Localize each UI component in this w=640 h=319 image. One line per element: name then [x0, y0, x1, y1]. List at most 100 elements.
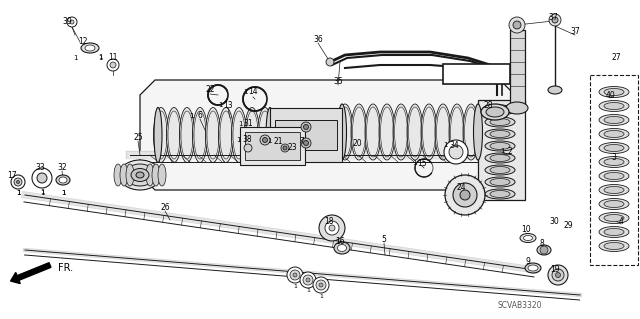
Circle shape	[319, 215, 345, 241]
Ellipse shape	[604, 201, 624, 207]
Circle shape	[540, 246, 548, 254]
Polygon shape	[270, 108, 342, 162]
Ellipse shape	[449, 104, 465, 160]
Text: 24: 24	[456, 183, 466, 192]
Ellipse shape	[537, 245, 551, 255]
Ellipse shape	[604, 145, 624, 152]
Circle shape	[556, 272, 561, 278]
Ellipse shape	[599, 157, 629, 167]
Circle shape	[260, 135, 270, 145]
Ellipse shape	[179, 108, 195, 162]
Ellipse shape	[506, 102, 528, 114]
Ellipse shape	[604, 116, 624, 123]
Ellipse shape	[599, 198, 629, 210]
Ellipse shape	[485, 177, 515, 187]
Circle shape	[244, 144, 252, 152]
Ellipse shape	[490, 107, 510, 114]
Text: 1: 1	[236, 137, 240, 143]
Ellipse shape	[337, 104, 346, 160]
Ellipse shape	[120, 164, 128, 186]
Text: 1: 1	[306, 288, 310, 293]
Ellipse shape	[490, 154, 510, 161]
Ellipse shape	[599, 212, 629, 224]
Ellipse shape	[485, 165, 515, 175]
Text: 27: 27	[611, 54, 621, 63]
Ellipse shape	[490, 179, 510, 186]
Text: 29: 29	[563, 220, 573, 229]
Text: 1: 1	[73, 55, 77, 61]
Circle shape	[301, 138, 311, 148]
Text: 39: 39	[62, 18, 72, 26]
Text: 37: 37	[548, 13, 558, 23]
Ellipse shape	[599, 100, 629, 112]
Ellipse shape	[119, 160, 161, 190]
Text: 9: 9	[525, 257, 531, 266]
Text: 15: 15	[417, 159, 427, 167]
Text: 1: 1	[40, 189, 44, 195]
Circle shape	[306, 278, 310, 282]
Text: 13: 13	[223, 100, 233, 109]
Ellipse shape	[85, 45, 95, 51]
Ellipse shape	[365, 104, 381, 160]
Circle shape	[290, 270, 300, 280]
Polygon shape	[140, 80, 515, 190]
Text: 1: 1	[243, 89, 247, 95]
Circle shape	[110, 62, 116, 68]
Circle shape	[293, 273, 297, 277]
Text: 1: 1	[61, 190, 65, 196]
Text: 7: 7	[300, 137, 305, 146]
Ellipse shape	[599, 170, 629, 182]
Circle shape	[513, 21, 521, 29]
Text: 1: 1	[319, 293, 323, 299]
Ellipse shape	[599, 86, 629, 98]
Ellipse shape	[604, 214, 624, 221]
Polygon shape	[240, 127, 305, 165]
Text: 4: 4	[619, 217, 623, 226]
Circle shape	[552, 17, 558, 23]
Ellipse shape	[146, 164, 154, 186]
Ellipse shape	[393, 104, 409, 160]
Text: 11: 11	[108, 54, 118, 63]
Ellipse shape	[490, 143, 510, 150]
Circle shape	[107, 59, 119, 71]
Text: 1: 1	[189, 113, 193, 119]
Ellipse shape	[524, 235, 532, 241]
Ellipse shape	[490, 130, 510, 137]
Ellipse shape	[486, 107, 504, 117]
Ellipse shape	[154, 108, 162, 162]
Text: 1: 1	[61, 190, 65, 196]
Text: 28: 28	[483, 100, 493, 109]
Text: 21: 21	[273, 137, 283, 145]
Text: 1: 1	[16, 190, 20, 196]
Polygon shape	[510, 30, 525, 105]
Ellipse shape	[337, 104, 353, 160]
Text: 18: 18	[324, 218, 333, 226]
Ellipse shape	[463, 104, 479, 160]
Circle shape	[303, 275, 313, 285]
Text: 26: 26	[160, 204, 170, 212]
Text: 20: 20	[352, 138, 362, 147]
Ellipse shape	[379, 104, 395, 160]
Text: SCVAB3320: SCVAB3320	[498, 300, 542, 309]
Circle shape	[14, 178, 22, 186]
Circle shape	[453, 183, 477, 207]
Ellipse shape	[599, 226, 629, 238]
Circle shape	[326, 58, 334, 66]
Circle shape	[548, 265, 568, 285]
Circle shape	[329, 225, 335, 231]
Ellipse shape	[126, 164, 134, 186]
Text: 10: 10	[521, 226, 531, 234]
Ellipse shape	[485, 141, 515, 151]
Circle shape	[32, 168, 52, 188]
Ellipse shape	[485, 105, 515, 115]
Ellipse shape	[158, 164, 166, 186]
Ellipse shape	[81, 43, 99, 53]
Ellipse shape	[125, 164, 155, 186]
Text: 35: 35	[333, 78, 343, 86]
Ellipse shape	[525, 263, 541, 273]
Text: FR.: FR.	[58, 263, 73, 273]
Text: 23: 23	[287, 144, 297, 152]
Ellipse shape	[481, 104, 509, 120]
Circle shape	[301, 122, 311, 132]
Ellipse shape	[337, 244, 346, 251]
